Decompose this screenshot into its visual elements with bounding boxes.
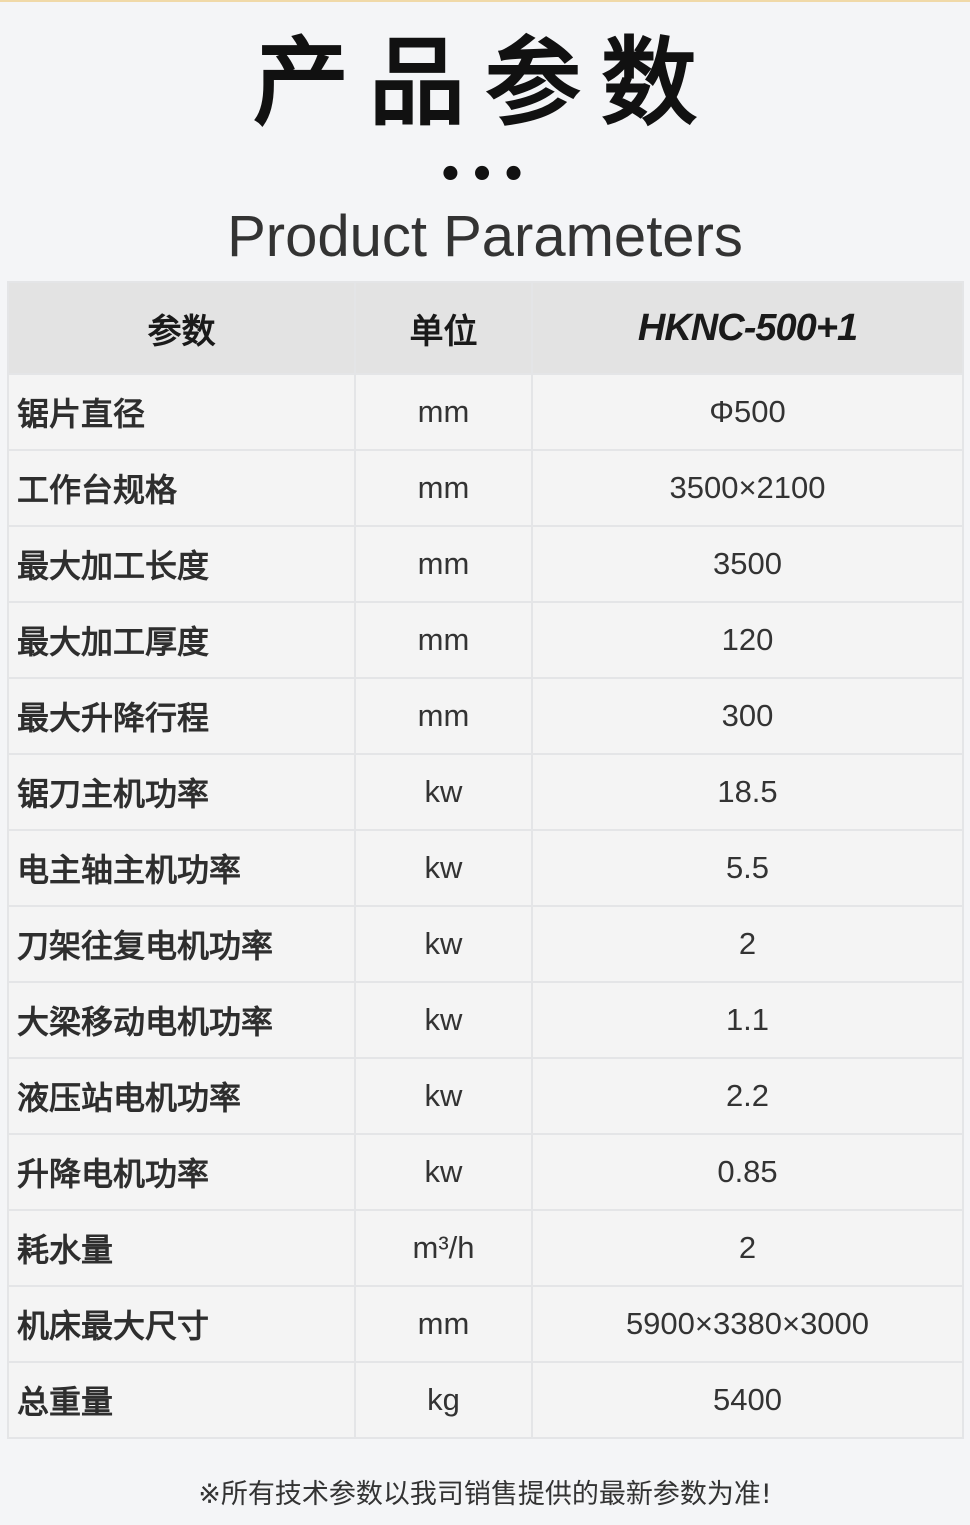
table-row: 总重量 kg 5400 (7, 1361, 964, 1439)
table-header-row: 参数 单位 HKNC-500+1 (7, 281, 964, 375)
unit-cell: mm (354, 449, 533, 527)
table-row: 电主轴主机功率 kw 5.5 (7, 829, 964, 907)
parameter-name: 大梁移动电机功率 (7, 981, 356, 1059)
value-cell: 5400 (531, 1361, 964, 1439)
parameters-table: 参数 单位 HKNC-500+1 锯片直径 mm Φ500 工作台规格 mm 3500×2… (7, 281, 964, 1439)
title-dots: ••• (437, 152, 533, 198)
disclaimer-note: ※所有技术参数以我司销售提供的最新参数为准! (198, 1479, 772, 1510)
table-row: 工作台规格 mm 3500×2100 (7, 449, 964, 527)
parameter-name: 液压站电机功率 (7, 1057, 356, 1135)
unit-cell: mm (354, 1285, 533, 1363)
value-cell: 18.5 (531, 753, 964, 831)
unit-cell: mm (354, 525, 533, 603)
table-row: 锯刀主机功率 kw 18.5 (7, 753, 964, 831)
table-row: 锯片直径 mm Φ500 (7, 373, 964, 451)
page-subtitle: Product Parameters (227, 204, 743, 269)
table-row: 耗水量 m³/h 2 (7, 1209, 964, 1287)
unit-cell: kw (354, 905, 533, 983)
unit-cell: kg (354, 1361, 533, 1439)
parameter-name: 工作台规格 (7, 449, 356, 527)
column-header-parameter: 参数 (7, 281, 356, 375)
parameter-name: 锯刀主机功率 (7, 753, 356, 831)
parameter-name: 升降电机功率 (7, 1133, 356, 1211)
value-cell: 2 (531, 1209, 964, 1287)
table-row: 液压站电机功率 kw 2.2 (7, 1057, 964, 1135)
parameter-name: 刀架往复电机功率 (7, 905, 356, 983)
page-title: 产品参数 (253, 27, 717, 139)
value-cell: 300 (531, 677, 964, 755)
parameter-name: 最大升降行程 (7, 677, 356, 755)
value-cell: 0.85 (531, 1133, 964, 1211)
unit-cell: mm (354, 373, 533, 451)
unit-cell: mm (354, 677, 533, 755)
column-header-model: HKNC-500+1 (531, 281, 964, 375)
unit-cell: m³/h (354, 1209, 533, 1287)
value-cell: 5.5 (531, 829, 964, 907)
column-header-unit: 单位 (354, 281, 533, 375)
table-row: 最大加工厚度 mm 120 (7, 601, 964, 679)
value-cell: 2 (531, 905, 964, 983)
unit-cell: kw (354, 753, 533, 831)
parameter-name: 耗水量 (7, 1209, 356, 1287)
parameter-name: 电主轴主机功率 (7, 829, 356, 907)
unit-cell: kw (354, 1057, 533, 1135)
parameter-name: 锯片直径 (7, 373, 356, 451)
unit-cell: kw (354, 829, 533, 907)
parameter-name: 机床最大尺寸 (7, 1285, 356, 1363)
parameter-name: 最大加工长度 (7, 525, 356, 603)
value-cell: 5900×3380×3000 (531, 1285, 964, 1363)
parameter-name: 最大加工厚度 (7, 601, 356, 679)
unit-cell: mm (354, 601, 533, 679)
top-divider (0, 0, 970, 2)
table-row: 刀架往复电机功率 kw 2 (7, 905, 964, 983)
value-cell: 3500 (531, 525, 964, 603)
table-row: 最大加工长度 mm 3500 (7, 525, 964, 603)
table-row: 升降电机功率 kw 0.85 (7, 1133, 964, 1211)
unit-cell: kw (354, 981, 533, 1059)
value-cell: 2.2 (531, 1057, 964, 1135)
table-row: 大梁移动电机功率 kw 1.1 (7, 981, 964, 1059)
unit-cell: kw (354, 1133, 533, 1211)
value-cell: 120 (531, 601, 964, 679)
value-cell: Φ500 (531, 373, 964, 451)
value-cell: 3500×2100 (531, 449, 964, 527)
parameter-name: 总重量 (7, 1361, 356, 1439)
table-row: 机床最大尺寸 mm 5900×3380×3000 (7, 1285, 964, 1363)
value-cell: 1.1 (531, 981, 964, 1059)
table-row: 最大升降行程 mm 300 (7, 677, 964, 755)
